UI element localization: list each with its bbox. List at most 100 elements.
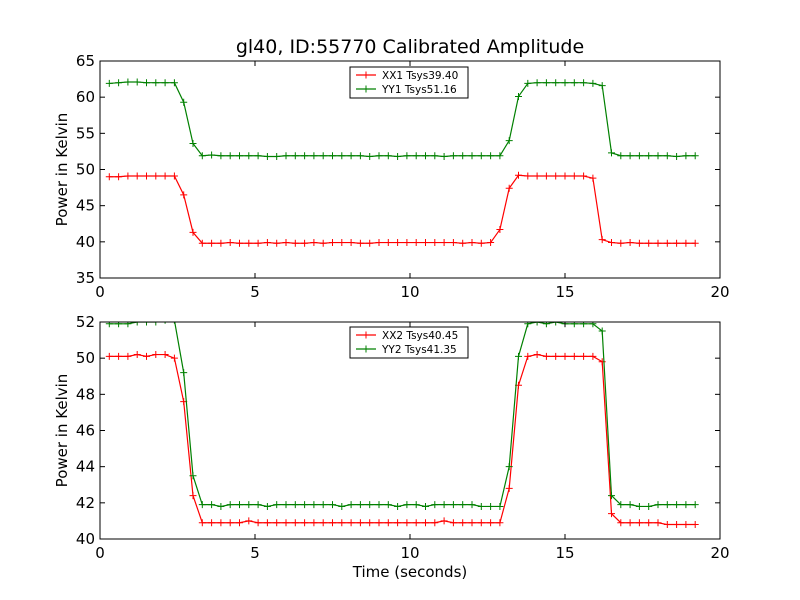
y-tick-label: 50 bbox=[76, 349, 95, 367]
data-point bbox=[673, 501, 681, 509]
legend-marker bbox=[362, 345, 370, 353]
data-point bbox=[524, 322, 532, 328]
data-point bbox=[105, 173, 113, 181]
data-point bbox=[384, 152, 392, 160]
data-point bbox=[115, 173, 123, 181]
data-point bbox=[375, 519, 383, 527]
data-point bbox=[580, 322, 588, 328]
data-point bbox=[654, 501, 662, 509]
x-tick-label: 10 bbox=[400, 544, 419, 562]
y-tick-label: 40 bbox=[76, 530, 95, 548]
data-point bbox=[161, 172, 169, 180]
data-point bbox=[329, 152, 336, 160]
data-point bbox=[366, 501, 374, 509]
data-point bbox=[496, 519, 504, 527]
data-point bbox=[245, 517, 253, 525]
data-point bbox=[533, 172, 541, 180]
data-point bbox=[691, 501, 699, 509]
data-point bbox=[515, 171, 522, 179]
data-point bbox=[338, 152, 346, 160]
data-point bbox=[338, 519, 346, 527]
data-point bbox=[403, 239, 411, 247]
data-point bbox=[412, 152, 420, 160]
data-point bbox=[505, 463, 513, 471]
data-point bbox=[115, 79, 123, 87]
data-point bbox=[245, 239, 253, 247]
data-point bbox=[124, 322, 132, 328]
data-point bbox=[273, 239, 281, 247]
data-point bbox=[152, 322, 160, 326]
y-tick-label: 60 bbox=[76, 88, 95, 106]
data-point bbox=[356, 519, 364, 527]
data-point bbox=[310, 239, 318, 247]
data-point bbox=[533, 351, 541, 359]
data-point bbox=[133, 351, 141, 359]
data-point bbox=[338, 502, 346, 510]
data-point bbox=[282, 239, 290, 247]
data-point bbox=[468, 519, 476, 527]
data-point bbox=[366, 519, 374, 527]
data-point bbox=[561, 352, 569, 360]
data-point bbox=[384, 501, 392, 509]
data-point bbox=[449, 519, 457, 527]
data-point bbox=[310, 152, 318, 160]
data-point bbox=[319, 152, 327, 160]
legend-label: XX2 Tsys40.45 bbox=[382, 330, 458, 342]
data-point bbox=[254, 239, 262, 247]
data-point bbox=[570, 322, 578, 328]
data-point bbox=[245, 152, 253, 160]
data-point bbox=[394, 519, 402, 527]
data-point bbox=[422, 152, 429, 160]
data-point bbox=[384, 519, 392, 527]
data-point bbox=[617, 501, 625, 509]
data-point bbox=[422, 502, 429, 510]
data-point bbox=[459, 239, 467, 247]
data-point bbox=[291, 501, 299, 509]
data-point bbox=[161, 351, 169, 359]
data-point bbox=[440, 152, 448, 160]
data-point bbox=[542, 172, 550, 180]
series-1 bbox=[105, 322, 699, 510]
x-tick-label: 15 bbox=[555, 544, 574, 562]
series-line bbox=[109, 174, 696, 244]
y-tick-label: 48 bbox=[76, 385, 95, 403]
data-point bbox=[589, 352, 597, 360]
y-tick-label: 52 bbox=[76, 313, 95, 331]
legend: XX1 Tsys39.40 YY1 Tsys51.16 bbox=[349, 66, 469, 99]
data-point bbox=[105, 79, 113, 87]
data-point bbox=[422, 519, 429, 527]
data-point bbox=[394, 152, 402, 160]
data-point bbox=[115, 322, 123, 328]
legend-marker bbox=[362, 71, 370, 79]
data-point bbox=[124, 172, 132, 180]
data-point bbox=[663, 239, 671, 247]
plot-area bbox=[105, 78, 699, 247]
data-point bbox=[301, 519, 309, 527]
data-point bbox=[254, 152, 262, 160]
data-point bbox=[459, 519, 467, 527]
data-point bbox=[236, 501, 243, 509]
data-point bbox=[412, 239, 420, 247]
data-point bbox=[608, 239, 615, 247]
data-point bbox=[505, 184, 513, 192]
data-point bbox=[226, 152, 234, 160]
data-point bbox=[431, 519, 439, 527]
data-point bbox=[440, 517, 448, 525]
data-point bbox=[263, 519, 271, 527]
data-point bbox=[477, 239, 485, 247]
data-point bbox=[263, 152, 271, 160]
data-point bbox=[161, 79, 169, 87]
data-point bbox=[496, 226, 504, 234]
legend-label: XX1 Tsys39.40 bbox=[382, 70, 458, 82]
data-point bbox=[440, 239, 448, 247]
data-point bbox=[682, 239, 690, 247]
data-point bbox=[403, 501, 411, 509]
data-point bbox=[608, 510, 615, 518]
data-point bbox=[589, 79, 597, 87]
data-point bbox=[542, 352, 550, 360]
data-point bbox=[561, 79, 569, 87]
data-point bbox=[515, 92, 522, 100]
data-point bbox=[691, 521, 699, 529]
data-point bbox=[124, 352, 132, 360]
